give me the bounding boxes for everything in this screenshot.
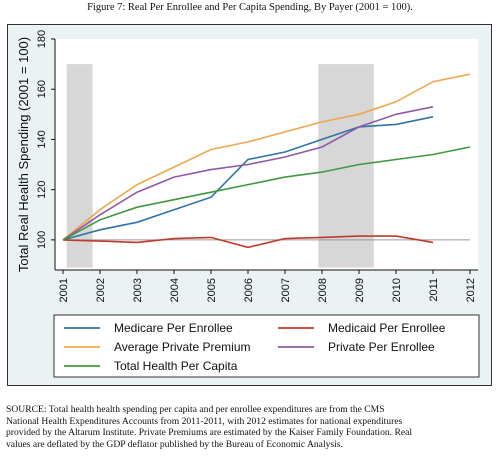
series-line (62, 73, 471, 241)
line-chart: 100 120 140 160 180 2001 2002 2003 2004 2005 2006 2… (16, 30, 480, 378)
legend-label: Total Health Per Capita (114, 359, 238, 373)
series-line (62, 235, 434, 249)
legend: Medicare Per Enrollee Medicaid Per Enroll… (53, 314, 480, 378)
series-line (62, 116, 434, 241)
y-tick-label: 120 (36, 180, 48, 198)
x-tick-label: 2010 (391, 278, 403, 302)
y-tick-label: 160 (36, 80, 48, 98)
source-line: values are deflated by the GDP deflator … (6, 438, 343, 450)
x-tick-label: 2007 (280, 278, 292, 302)
source-note: SOURCE: Total health health spending per… (6, 404, 496, 450)
x-tick-label: 2006 (243, 278, 255, 302)
x-tick-label: 2008 (317, 278, 329, 302)
x-tick-label: 2004 (169, 278, 181, 302)
shaded-periods (66, 64, 374, 268)
x-tick-label: 2012 (465, 278, 477, 302)
y-tick-label: 100 (36, 231, 48, 249)
legend-box (53, 314, 480, 378)
shaded-period (318, 64, 374, 268)
series-line (62, 106, 434, 241)
x-tick-label: 2001 (58, 278, 70, 302)
y-tick-label: 140 (36, 130, 48, 148)
x-tick-label: 2011 (428, 278, 440, 302)
source-line: SOURCE: Total health health spending per… (6, 404, 385, 415)
legend-label: Average Private Premium (114, 340, 251, 354)
chart-frame: 100 120 140 160 180 2001 2002 2003 2004 2005 2006 2… (7, 24, 492, 386)
plot-area (55, 39, 478, 270)
legend-label: Medicare Per Enrollee (114, 321, 233, 335)
source-line: National Health Expenditures Accounts fr… (6, 415, 403, 427)
axes: 100 120 140 160 180 2001 2002 2003 2004 2005 2006 2… (16, 30, 478, 302)
x-tick-label: 2009 (354, 278, 366, 302)
y-axis-label: Total Real Health Spending (2001 = 100) (16, 37, 31, 272)
x-tick-label: 2003 (132, 278, 144, 302)
legend-label: Private Per Enrollee (328, 340, 435, 354)
x-tick-label: 2005 (206, 278, 218, 302)
source-line: provided by the Altarum Institute. Priva… (6, 427, 413, 439)
series-lines (62, 73, 471, 249)
x-tick-label: 2002 (95, 278, 107, 302)
legend-label: Medicaid Per Enrollee (328, 321, 446, 335)
series-line (62, 146, 471, 241)
figure-caption: Figure 7: Real Per Enrollee and Per Capi… (87, 2, 413, 13)
shaded-period (66, 64, 93, 268)
y-tick-label: 180 (36, 30, 48, 48)
